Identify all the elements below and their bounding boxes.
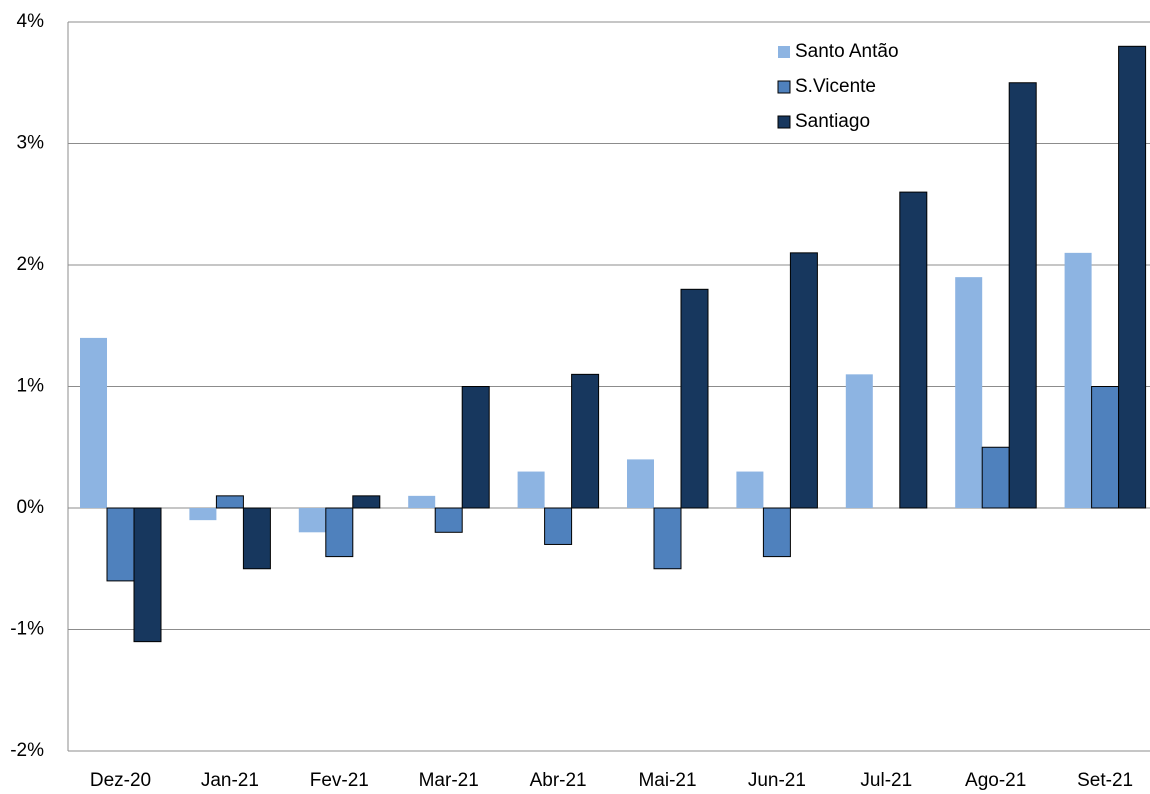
bar: [461, 386, 490, 509]
bar: [899, 191, 928, 509]
bar: [653, 507, 682, 570]
bar: [242, 507, 271, 570]
bar: [680, 288, 709, 509]
bar: [434, 507, 463, 533]
legend-label: Santiago: [795, 111, 870, 132]
y-tick-label: 0%: [17, 497, 45, 518]
bar: [189, 508, 217, 521]
bar: [845, 374, 873, 508]
bar: [325, 507, 354, 558]
x-tick-label: Mai-21: [638, 770, 696, 791]
legend-label: Santo Antão: [795, 41, 899, 62]
bar: [627, 459, 654, 508]
bar: [352, 495, 381, 509]
legend-swatch: [777, 115, 791, 129]
bar: [1118, 45, 1147, 509]
bar: [1008, 82, 1037, 509]
x-tick-label: Mar-21: [419, 770, 479, 791]
legend-swatch: [778, 46, 790, 58]
y-tick-label: 4%: [17, 11, 45, 32]
y-tick-label: -1%: [10, 619, 44, 640]
x-tick-label: Abr-21: [530, 770, 587, 791]
x-tick-label: Jan-21: [201, 770, 259, 791]
x-tick-label: Dez-20: [90, 770, 151, 791]
bar: [106, 507, 135, 582]
legend-swatch: [777, 80, 791, 94]
y-tick-label: 2%: [17, 254, 45, 275]
bar: [736, 471, 764, 508]
y-tick-label: -2%: [10, 740, 44, 761]
bar: [762, 507, 791, 558]
bar: [517, 471, 545, 508]
x-tick-label: Jul-21: [860, 770, 912, 791]
bar: [133, 507, 162, 643]
bar: [789, 252, 818, 509]
bar: [80, 337, 107, 508]
x-tick-label: Set-21: [1077, 770, 1133, 791]
bar: [215, 495, 244, 509]
bar: [955, 277, 983, 508]
x-tick-label: Jun-21: [748, 770, 806, 791]
x-tick-label: Fev-21: [310, 770, 369, 791]
bar: [408, 495, 436, 508]
bar: [1091, 386, 1120, 509]
bar: [1064, 252, 1092, 508]
bar: [298, 508, 326, 533]
bar: [544, 507, 573, 545]
legend-label: S.Vicente: [795, 76, 876, 97]
y-tick-label: 1%: [17, 376, 45, 397]
bar: [571, 373, 600, 509]
bar: [981, 446, 1010, 509]
x-tick-label: Ago-21: [965, 770, 1026, 791]
y-tick-label: 3%: [17, 133, 45, 154]
